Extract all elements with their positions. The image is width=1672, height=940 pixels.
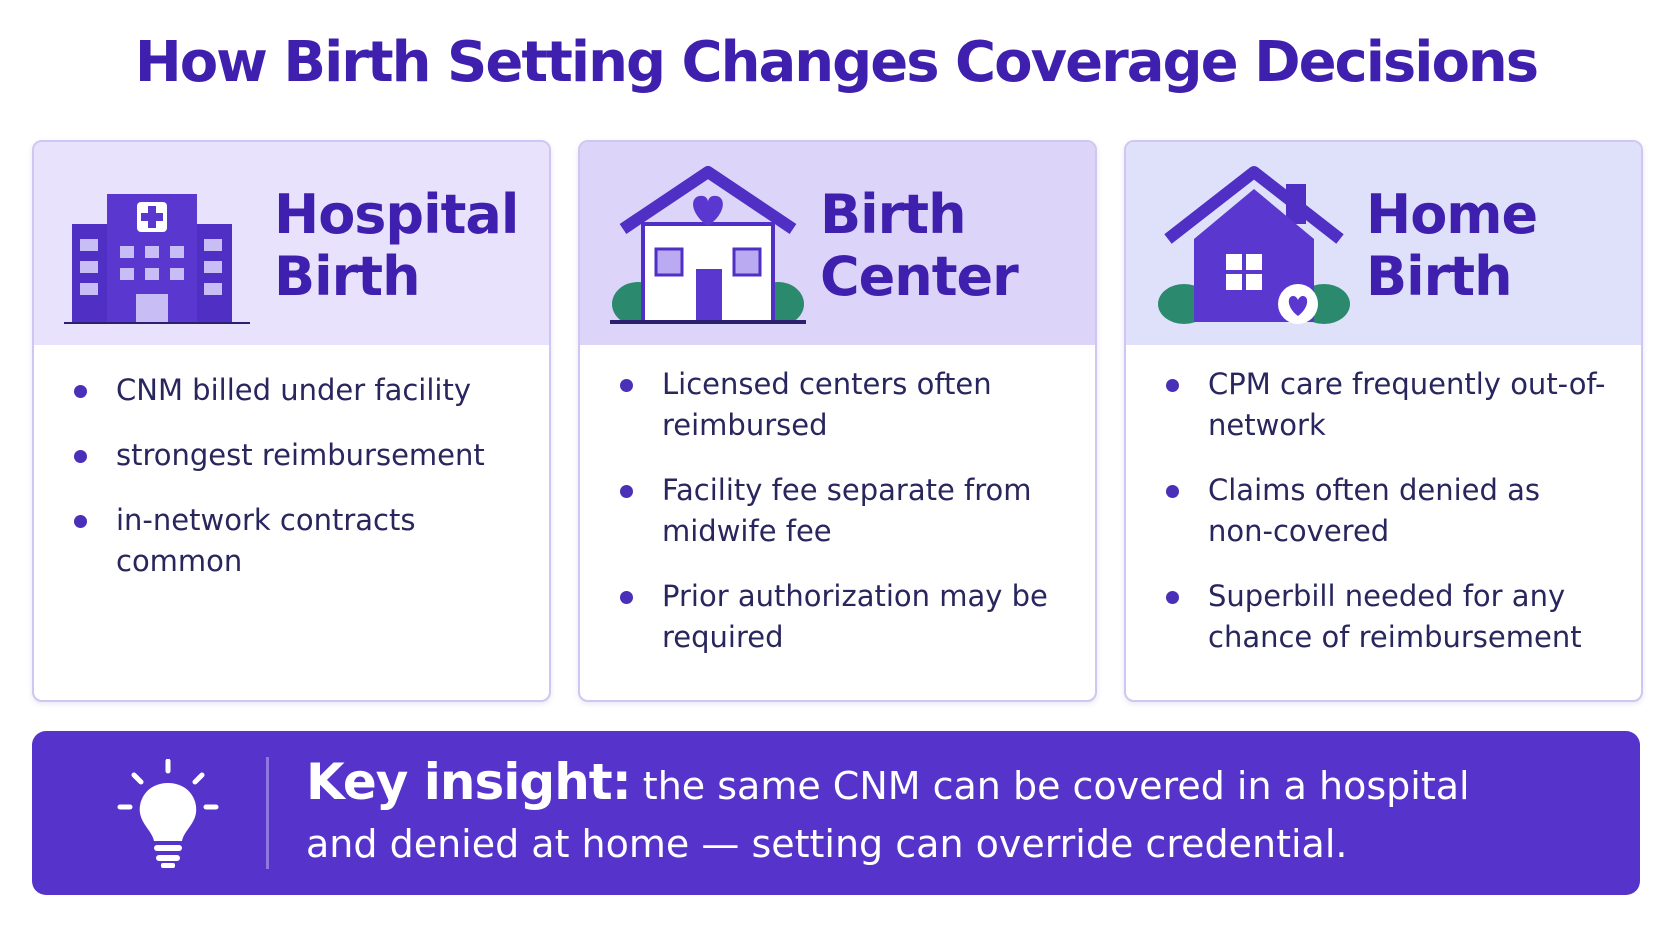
separator: [266, 757, 269, 869]
card-title: Home Birth: [1366, 183, 1538, 308]
bullet-list: Licensed centers often reimbursed Facilit…: [620, 364, 1060, 658]
bullet-list: CPM care frequently out-of-network Claims…: [1166, 364, 1606, 658]
bullet-item: Licensed centers often reimbursed: [620, 364, 1060, 446]
bullet-item: Claims often denied as non-covered: [1166, 470, 1606, 552]
bullet-item: Prior authorization may be required: [620, 576, 1060, 658]
card-title: Hospital Birth: [274, 183, 519, 308]
key-insight-body: the same CNM can be covered in a hospita…: [306, 764, 1470, 866]
card-title: Birth Center: [820, 183, 1019, 308]
hospital-icon: [64, 194, 250, 324]
card: Hospital Birth CNM billed under facility…: [32, 140, 551, 702]
lightbulb-icon: [117, 759, 219, 868]
bullet-item: CPM care frequently out-of-network: [1166, 364, 1606, 446]
card-header: [1126, 142, 1641, 345]
home-icon: [1158, 166, 1350, 324]
card-header: [580, 142, 1095, 345]
card-header: [34, 142, 549, 345]
card: Birth Center Licensed centers often reim…: [578, 140, 1097, 702]
key-insight-banner: Key insight: the same CNM can be covered…: [32, 731, 1640, 895]
key-insight-label: Key insight:: [306, 753, 632, 811]
birth-center-icon: [610, 166, 806, 324]
page-title: How Birth Setting Changes Coverage Decis…: [134, 30, 1539, 95]
bullet-list: CNM billed under facility strongest reimb…: [74, 370, 514, 582]
bullet-item: CNM billed under facility: [74, 370, 514, 411]
card: Home Birth CPM care frequently out-of-ne…: [1124, 140, 1643, 702]
bullet-item: strongest reimbursement: [74, 435, 514, 476]
key-insight-text: Key insight: the same CNM can be covered…: [306, 753, 1506, 873]
bullet-item: Facility fee separate from midwife fee: [620, 470, 1060, 552]
bullet-item: Superbill needed for any chance of reimb…: [1166, 576, 1606, 658]
bullet-item: in-network contracts common: [74, 500, 514, 582]
